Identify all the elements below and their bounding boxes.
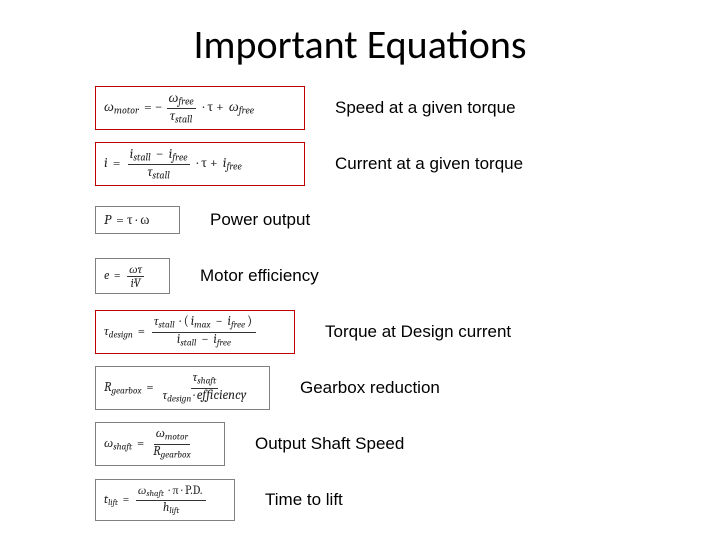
equation-box: ωmotor = −ωfreeτstall · τ + ωfree <box>95 86 305 129</box>
equation-box: e = ω·τi·V <box>95 258 170 294</box>
page-title: Important Equations <box>30 20 690 69</box>
equation-row: Rgearbox = τshaftτdesign·efficiency Gearb… <box>95 367 690 409</box>
equation-label: Output Shaft Speed <box>255 434 404 454</box>
equation-label: Motor efficiency <box>200 266 319 286</box>
equation-row: τdesign = τstall · (imax − ifree)istall … <box>95 311 690 353</box>
equation-row: P = τ · ω Power output <box>95 199 690 241</box>
equation-box: ωshaft = ωmotorRgearbox <box>95 422 225 465</box>
equation-row: e = ω·τi·V Motor efficiency <box>95 255 690 297</box>
equation-label: Power output <box>210 210 310 230</box>
equation-list: ωmotor = −ωfreeτstall · τ + ωfree Speed a… <box>95 87 690 521</box>
equation-label: Time to lift <box>265 490 343 510</box>
equation-label: Speed at a given torque <box>335 98 516 118</box>
equation-label: Torque at Design current <box>325 322 511 342</box>
equation-label: Gearbox reduction <box>300 378 440 398</box>
equation-box: tlift = ωshaft · π · P.D.hlift <box>95 479 235 520</box>
equation-row: ωshaft = ωmotorRgearbox Output Shaft Spee… <box>95 423 690 465</box>
equation-box: Rgearbox = τshaftτdesign·efficiency <box>95 366 270 409</box>
equation-row: i = istall − ifreeτstall · τ + ifree Curr… <box>95 143 690 185</box>
equation-row: ωmotor = −ωfreeτstall · τ + ωfree Speed a… <box>95 87 690 129</box>
equation-label: Current at a given torque <box>335 154 523 174</box>
equation-box: P = τ · ω <box>95 206 180 234</box>
equation-row: tlift = ωshaft · π · P.D.hlift Time to li… <box>95 479 690 521</box>
slide: Important Equations ωmotor = −ωfreeτstal… <box>0 0 720 540</box>
equation-box: i = istall − ifreeτstall · τ + ifree <box>95 142 305 185</box>
equation-box: τdesign = τstall · (imax − ifree)istall … <box>95 310 295 353</box>
